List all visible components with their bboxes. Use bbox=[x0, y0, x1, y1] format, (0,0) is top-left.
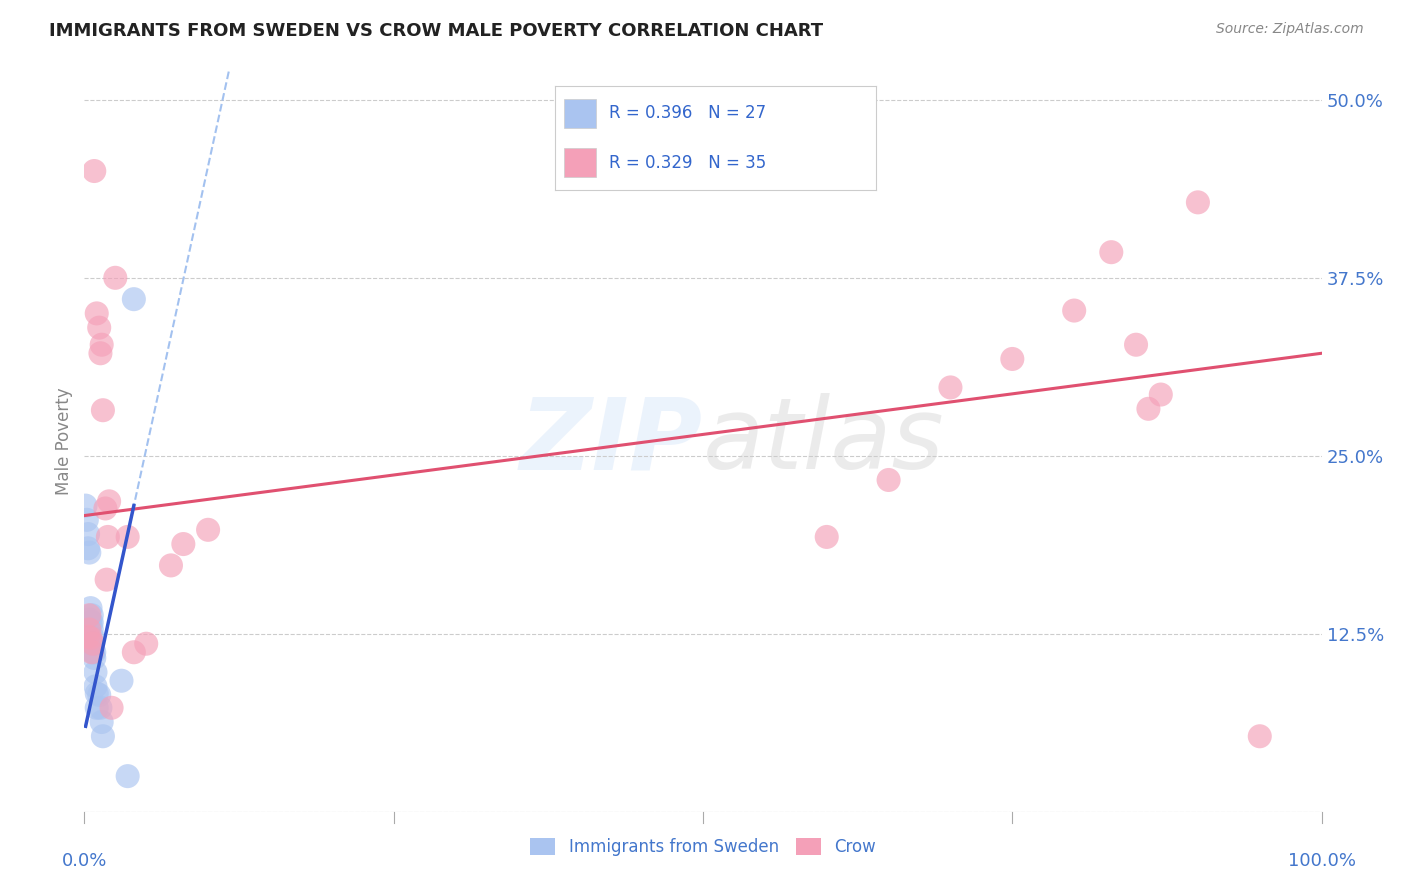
Point bbox=[82, 637, 104, 651]
Point bbox=[815, 530, 838, 544]
Point bbox=[80, 608, 103, 623]
Point bbox=[80, 615, 103, 630]
Point bbox=[90, 337, 112, 351]
Point bbox=[79, 613, 101, 627]
Point bbox=[84, 680, 107, 694]
Point bbox=[91, 403, 114, 417]
Point bbox=[83, 645, 105, 659]
Point bbox=[117, 769, 139, 783]
Point bbox=[75, 499, 97, 513]
Point bbox=[1137, 401, 1160, 416]
Point bbox=[122, 292, 145, 306]
Point bbox=[1125, 337, 1147, 351]
Point bbox=[1063, 303, 1085, 318]
Point bbox=[110, 673, 132, 688]
Text: atlas: atlas bbox=[703, 393, 945, 490]
Point bbox=[80, 645, 103, 659]
Text: Source: ZipAtlas.com: Source: ZipAtlas.com bbox=[1216, 22, 1364, 37]
Point bbox=[1249, 729, 1271, 743]
Point bbox=[939, 380, 962, 394]
Point bbox=[135, 637, 157, 651]
Point bbox=[94, 501, 117, 516]
Point bbox=[79, 615, 101, 630]
Point bbox=[89, 700, 111, 714]
Point bbox=[104, 270, 127, 285]
Point bbox=[82, 645, 104, 659]
Text: ZIP: ZIP bbox=[520, 393, 703, 490]
Point bbox=[79, 608, 101, 623]
Point bbox=[100, 700, 122, 714]
Point bbox=[90, 714, 112, 729]
Y-axis label: Male Poverty: Male Poverty bbox=[55, 388, 73, 495]
Point bbox=[172, 537, 194, 551]
Point bbox=[97, 530, 120, 544]
Point bbox=[77, 527, 100, 541]
Point bbox=[122, 645, 145, 659]
Point bbox=[91, 729, 114, 743]
Text: 100.0%: 100.0% bbox=[1288, 852, 1355, 870]
Point bbox=[96, 573, 118, 587]
Point bbox=[877, 473, 900, 487]
Point bbox=[83, 164, 105, 178]
Point bbox=[80, 623, 103, 637]
Point bbox=[89, 346, 111, 360]
Text: IMMIGRANTS FROM SWEDEN VS CROW MALE POVERTY CORRELATION CHART: IMMIGRANTS FROM SWEDEN VS CROW MALE POVE… bbox=[49, 22, 824, 40]
Point bbox=[86, 687, 108, 701]
Point bbox=[79, 631, 101, 645]
Point bbox=[79, 601, 101, 615]
Point bbox=[86, 306, 108, 320]
Point bbox=[1001, 351, 1024, 366]
Point bbox=[77, 541, 100, 556]
Point bbox=[79, 546, 101, 560]
Point bbox=[89, 688, 111, 702]
Point bbox=[117, 530, 139, 544]
Point bbox=[79, 623, 101, 637]
Point bbox=[82, 631, 104, 645]
Point bbox=[1099, 245, 1122, 260]
Point bbox=[197, 523, 219, 537]
Point bbox=[86, 700, 108, 714]
Point bbox=[82, 637, 104, 651]
Point bbox=[1187, 195, 1209, 210]
Point bbox=[84, 665, 107, 680]
Point bbox=[77, 630, 100, 644]
Legend: Immigrants from Sweden, Crow: Immigrants from Sweden, Crow bbox=[523, 831, 883, 863]
Text: 0.0%: 0.0% bbox=[62, 852, 107, 870]
Point bbox=[160, 558, 183, 573]
Point bbox=[89, 320, 111, 334]
Point bbox=[76, 513, 98, 527]
Point bbox=[83, 651, 105, 665]
Point bbox=[1150, 387, 1173, 401]
Point bbox=[98, 494, 121, 508]
